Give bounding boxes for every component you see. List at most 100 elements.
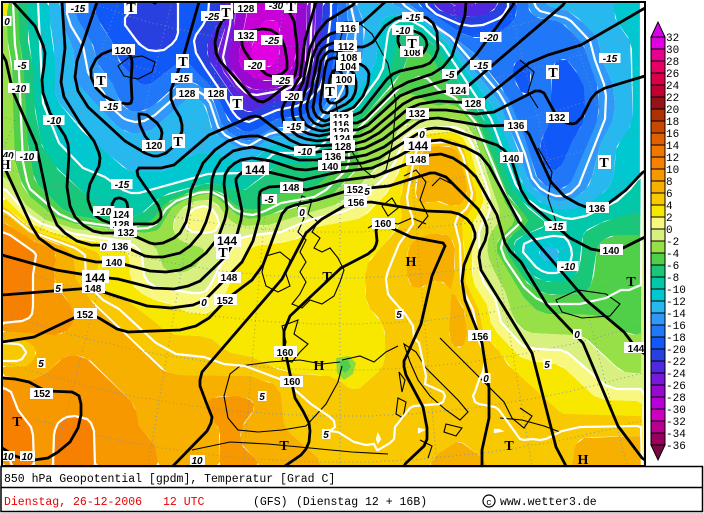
svg-text:T: T	[407, 37, 417, 52]
svg-text:12 UTC: 12 UTC	[163, 496, 205, 509]
svg-text:www.wetter3.de: www.wetter3.de	[500, 496, 597, 509]
svg-text:-6: -6	[666, 261, 679, 273]
svg-text:-15: -15	[71, 4, 86, 15]
svg-text:22: 22	[666, 93, 679, 105]
svg-text:-32: -32	[666, 417, 686, 429]
svg-text:108: 108	[341, 53, 358, 64]
svg-text:148: 148	[85, 284, 102, 295]
svg-text:Dienstag, 26-12-2006: Dienstag, 26-12-2006	[4, 496, 142, 509]
svg-text:-30: -30	[666, 405, 686, 417]
svg-text:5: 5	[396, 310, 402, 321]
svg-text:104: 104	[340, 62, 357, 73]
svg-text:2: 2	[666, 213, 673, 225]
svg-text:10: 10	[21, 452, 33, 463]
svg-text:T: T	[12, 415, 22, 430]
svg-text:H: H	[314, 359, 325, 374]
svg-text:-10: -10	[20, 152, 35, 163]
svg-text:-28: -28	[666, 393, 686, 405]
svg-text:-22: -22	[666, 357, 686, 369]
svg-text:850 hPa Geopotential [gpdm], T: 850 hPa Geopotential [gpdm], Temperatur …	[4, 473, 335, 486]
svg-text:6: 6	[666, 189, 673, 201]
svg-text:-14: -14	[666, 309, 686, 321]
svg-text:5: 5	[323, 430, 329, 441]
svg-text:144: 144	[245, 163, 265, 177]
svg-text:160: 160	[284, 377, 301, 388]
svg-text:148: 148	[410, 155, 427, 166]
svg-text:H: H	[0, 158, 11, 173]
svg-text:-25: -25	[205, 12, 220, 23]
svg-text:H: H	[578, 453, 589, 468]
svg-text:124: 124	[334, 134, 351, 145]
svg-text:128: 128	[179, 89, 196, 100]
svg-text:T: T	[173, 135, 183, 150]
svg-text:32: 32	[666, 33, 679, 45]
svg-text:-10: -10	[47, 116, 62, 127]
svg-text:-34: -34	[666, 429, 686, 441]
svg-text:-15: -15	[287, 122, 302, 133]
svg-text:5: 5	[544, 360, 550, 371]
svg-text:T: T	[221, 6, 231, 21]
svg-text:0: 0	[483, 374, 489, 385]
svg-text:-15: -15	[175, 74, 190, 85]
svg-text:-26: -26	[666, 381, 686, 393]
svg-text:120: 120	[115, 46, 132, 57]
svg-text:128: 128	[208, 89, 225, 100]
svg-text:T: T	[126, 1, 136, 16]
svg-text:136: 136	[325, 152, 342, 163]
svg-text:10: 10	[191, 456, 203, 467]
svg-text:-15: -15	[406, 13, 421, 24]
svg-text:128: 128	[113, 220, 130, 231]
svg-text:-20: -20	[484, 33, 499, 44]
svg-text:152: 152	[77, 310, 94, 321]
svg-text:144: 144	[217, 234, 237, 248]
svg-text:0: 0	[574, 330, 580, 341]
svg-text:-15: -15	[603, 54, 618, 65]
svg-text:30: 30	[666, 45, 679, 57]
svg-text:(Dienstag 12 + 16B): (Dienstag 12 + 16B)	[296, 496, 427, 509]
svg-text:T: T	[504, 439, 514, 454]
svg-text:128: 128	[335, 142, 352, 153]
svg-text:152: 152	[347, 185, 364, 196]
svg-text:140: 140	[503, 154, 520, 165]
svg-text:152: 152	[34, 389, 51, 400]
svg-text:4: 4	[666, 201, 673, 213]
svg-text:T: T	[325, 85, 335, 100]
svg-text:-10: -10	[666, 285, 686, 297]
svg-text:156: 156	[472, 332, 489, 343]
svg-text:124: 124	[113, 210, 130, 221]
svg-text:T: T	[279, 439, 289, 454]
svg-text:T: T	[96, 74, 106, 89]
svg-text:-10: -10	[97, 207, 112, 218]
svg-text:-8: -8	[666, 273, 679, 285]
svg-text:108: 108	[404, 48, 421, 59]
svg-text:160: 160	[375, 219, 392, 230]
svg-text:-10: -10	[561, 262, 576, 273]
svg-text:132: 132	[118, 228, 135, 239]
svg-text:116: 116	[340, 24, 357, 35]
svg-text:14: 14	[666, 141, 680, 153]
svg-text:148: 148	[221, 273, 238, 284]
svg-text:-20: -20	[248, 61, 263, 72]
svg-text:16: 16	[666, 129, 679, 141]
svg-text:-10: -10	[12, 84, 27, 95]
svg-text:c: c	[486, 498, 491, 508]
svg-text:-30: -30	[269, 1, 284, 12]
svg-text:T: T	[232, 97, 242, 112]
svg-text:-2: -2	[666, 237, 679, 249]
svg-text:-15: -15	[549, 222, 564, 233]
svg-text:-10: -10	[396, 26, 411, 37]
svg-text:-20: -20	[666, 345, 686, 357]
svg-text:-15: -15	[115, 180, 130, 191]
svg-text:-15: -15	[474, 61, 489, 72]
svg-text:-10: -10	[298, 147, 313, 158]
svg-text:-4: -4	[666, 249, 680, 261]
svg-text:-12: -12	[666, 297, 686, 309]
svg-text:-25: -25	[276, 76, 291, 87]
svg-text:0: 0	[666, 225, 673, 237]
svg-text:128: 128	[238, 4, 255, 15]
svg-text:-5: -5	[18, 61, 27, 72]
svg-text:132: 132	[409, 109, 426, 120]
svg-text:128: 128	[465, 99, 482, 110]
svg-text:T: T	[548, 66, 558, 81]
svg-text:0: 0	[299, 208, 305, 219]
